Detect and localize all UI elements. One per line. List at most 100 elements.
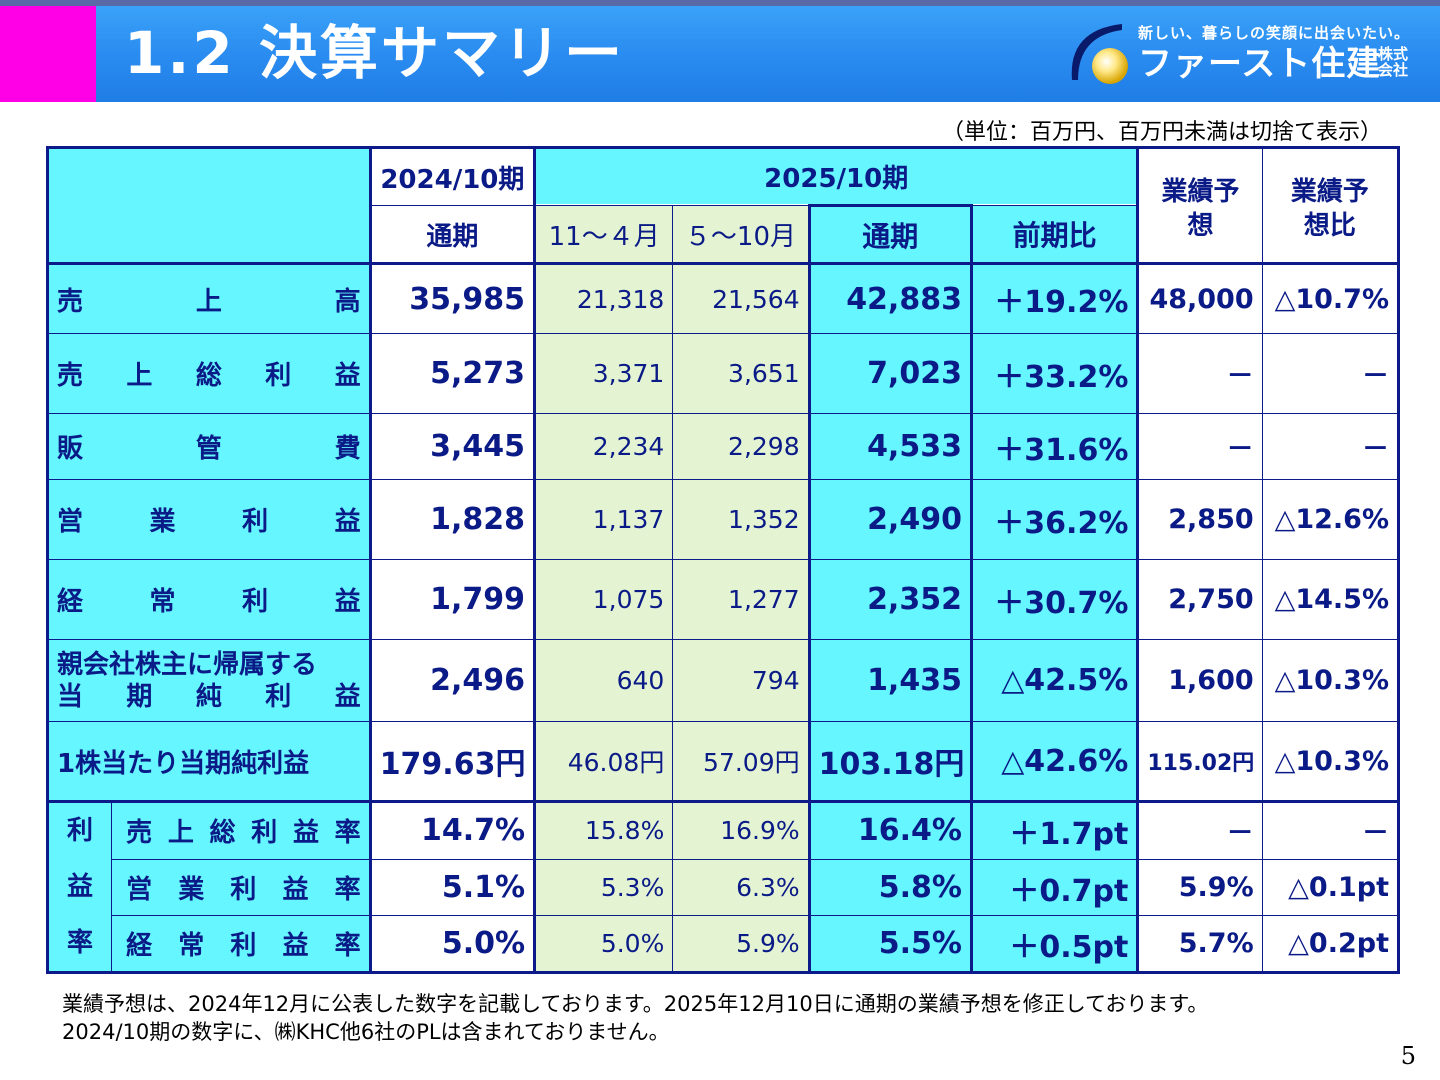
row-label: 売上総利益 bbox=[47, 333, 371, 414]
cell-forecast: 5.9% bbox=[1137, 858, 1263, 917]
label-char: 売 bbox=[126, 818, 153, 849]
cell-h1: 5.0% bbox=[533, 915, 674, 973]
cell-fy2024: 2,496 bbox=[368, 639, 536, 722]
cell-forecast-ratio: △10.3% bbox=[1261, 639, 1400, 722]
cell-fy2024: 1,799 bbox=[368, 559, 536, 640]
cell-forecast-ratio: － bbox=[1261, 413, 1400, 480]
label-char: 期 bbox=[126, 681, 153, 712]
cell-h2: 5.9% bbox=[672, 915, 810, 973]
label-char: 営 bbox=[126, 875, 153, 905]
label-char: 利 bbox=[230, 875, 257, 905]
cell-fy2025: 1,435 bbox=[807, 639, 973, 722]
row-label: 1株当たり当期純利益 bbox=[47, 721, 371, 802]
row-label: 営業利益 bbox=[47, 479, 371, 560]
footnote: 業績予想は、2024年12月に公表した数字を記載しております。2025年12月1… bbox=[62, 990, 1208, 1046]
cell-fy2025: 16.4% bbox=[807, 800, 973, 860]
footnote-line2: 2024/10期の数字に、㈱KHC他6社のPLは含まれておりません。 bbox=[62, 1020, 670, 1044]
cell-fy2024: 35,985 bbox=[368, 262, 536, 334]
cell-forecast-ratio: － bbox=[1261, 333, 1400, 414]
cell-h1: 1,137 bbox=[533, 479, 674, 560]
label-char: 当 bbox=[57, 681, 84, 712]
logo-suffix: 株式 会社 bbox=[1372, 46, 1414, 78]
cell-fy2025: 7,023 bbox=[807, 333, 973, 414]
cell-yoy: ＋31.6% bbox=[970, 413, 1140, 480]
cell-fy2024: 5.0% bbox=[368, 915, 536, 973]
cell-fy2024: 5,273 bbox=[368, 333, 536, 414]
cell-h1: 15.8% bbox=[533, 800, 674, 860]
header-h2: ５～10月 bbox=[672, 205, 810, 264]
label-char: 売 bbox=[57, 286, 84, 317]
label-char: 利 bbox=[265, 681, 292, 712]
label-char: 費 bbox=[334, 434, 361, 464]
label-char: 経 bbox=[126, 931, 153, 962]
header-full-year-2024: 通期 bbox=[368, 205, 536, 264]
label-char: 営 bbox=[57, 507, 84, 537]
row-label: 販管費 bbox=[47, 413, 371, 480]
label-char: 上 bbox=[126, 361, 153, 391]
cell-forecast-ratio: △0.2pt bbox=[1261, 915, 1400, 973]
header-forecast: 業績予想 bbox=[1137, 147, 1263, 264]
accent-block bbox=[0, 6, 96, 102]
label-char: 益 bbox=[334, 681, 361, 712]
cell-forecast: 5.7% bbox=[1137, 915, 1263, 973]
table-row: 販 管 費 3,445 2,234 2,298 4,533 ＋31.6% － － bbox=[47, 413, 1400, 480]
cell-yoy: ＋33.2% bbox=[970, 333, 1140, 414]
financial-summary-table: 2024/10期 2025/10期 業績予想 業績予想比 通期 11～４月 ５～… bbox=[46, 146, 1400, 974]
header-fy2025: 2025/10期 bbox=[533, 147, 1140, 206]
cell-h2: 21,564 bbox=[672, 262, 810, 334]
label-line1: 親会社株主に帰属する bbox=[57, 649, 318, 680]
logo-tagline: 新しい、暮らしの笑顔に出会いたい。 bbox=[1138, 24, 1411, 42]
cell-h1: 2,234 bbox=[533, 413, 674, 480]
label-char: 率 bbox=[334, 875, 361, 905]
cell-forecast-ratio: － bbox=[1261, 800, 1400, 860]
cell-h2: 794 bbox=[672, 639, 810, 722]
title-banner bbox=[96, 6, 1440, 102]
cell-h2: 3,651 bbox=[672, 333, 810, 414]
label-char: 経 bbox=[57, 587, 84, 617]
label-char: 利 bbox=[242, 507, 269, 537]
cell-h2: 16.9% bbox=[672, 800, 810, 860]
label-char: 益 bbox=[282, 875, 309, 905]
label-char: 業 bbox=[178, 875, 205, 905]
cell-forecast: － bbox=[1137, 413, 1263, 480]
cell-forecast-ratio: △10.3% bbox=[1261, 721, 1400, 802]
table-row: 利 益 率 売上総利益率 14.7% 15.8% 16.9% 16.4% ＋1.… bbox=[46, 800, 1400, 973]
cell-fy2025: 5.8% bbox=[807, 858, 973, 917]
cell-forecast: 1,600 bbox=[1137, 639, 1263, 722]
logo-suffix-bottom: 会社 bbox=[1377, 61, 1408, 79]
cell-forecast: 48,000 bbox=[1137, 262, 1263, 334]
cell-yoy: ＋0.5pt bbox=[970, 915, 1140, 973]
cell-fy2025: 42,883 bbox=[807, 262, 973, 334]
table-row: 営業利益率 5.1% 5.3% 6.3% 5.8% ＋0.7pt 5.9% △0… bbox=[48, 858, 1400, 917]
label-char: 率 bbox=[67, 928, 94, 958]
cell-h1: 1,075 bbox=[533, 559, 674, 640]
label-char: 益 bbox=[282, 931, 309, 962]
label-char: 率 bbox=[334, 931, 361, 962]
label-char: 販 bbox=[57, 434, 84, 464]
label-char: 上 bbox=[195, 286, 222, 317]
header-forecast-ratio-label: 業績予想比 bbox=[1290, 177, 1369, 241]
row-label: 売上高 bbox=[47, 262, 371, 334]
unit-note: （単位：百万円、百万円未満は切捨て表示） bbox=[941, 120, 1382, 145]
cell-forecast-ratio: △12.6% bbox=[1261, 479, 1400, 560]
cell-yoy: ＋0.7pt bbox=[970, 858, 1140, 917]
label-char: 益 bbox=[67, 872, 94, 902]
cell-yoy: ＋1.7pt bbox=[970, 800, 1140, 860]
row-label: 経常利益 bbox=[47, 559, 371, 640]
header-corner bbox=[47, 147, 371, 264]
top-rule bbox=[0, 0, 1440, 6]
label-char: 上 bbox=[167, 818, 194, 849]
logo-company-name: ファースト住建 bbox=[1138, 44, 1382, 84]
logo-suffix-top: 株式 bbox=[1377, 45, 1408, 63]
label-char: 常 bbox=[178, 931, 205, 962]
cell-h2: 1,277 bbox=[672, 559, 810, 640]
cell-fy2024: 179.63円 bbox=[368, 721, 536, 802]
cell-forecast: － bbox=[1137, 800, 1263, 860]
label-char: 管 bbox=[195, 434, 222, 464]
cell-h1: 3,371 bbox=[533, 333, 674, 414]
cell-h1: 640 bbox=[533, 639, 674, 722]
table-row: 経 常 利 益 1,799 1,075 1,277 2,352 ＋30.7% 2,75… bbox=[47, 559, 1400, 640]
row-label: 営業利益率 bbox=[111, 858, 371, 917]
cell-fy2024: 1,828 bbox=[368, 479, 536, 560]
label-char: 利 bbox=[230, 931, 257, 962]
